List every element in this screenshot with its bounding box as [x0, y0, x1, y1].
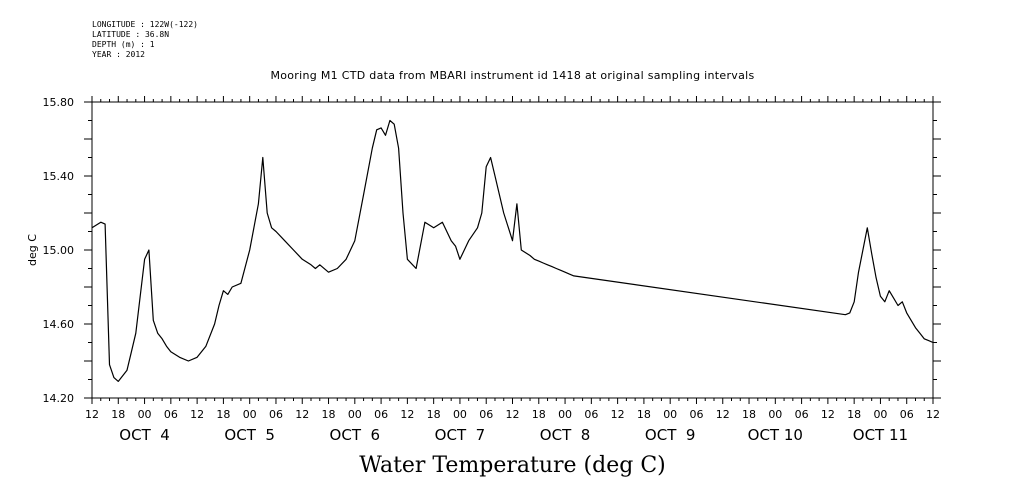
x-hour-tick-label: 06 [584, 408, 598, 421]
x-hour-tick-label: 00 [138, 408, 152, 421]
temperature-series-line [91, 119, 934, 382]
x-hour-tick-label: 18 [111, 408, 125, 421]
x-hour-tick-label: 18 [847, 408, 861, 421]
x-hour-tick-label: 12 [295, 408, 309, 421]
x-hour-tick-label: 06 [479, 408, 493, 421]
x-hour-tick-label: 12 [85, 408, 99, 421]
year-text: YEAR : 2012 [92, 50, 145, 59]
metadata-block: LONGITUDE : 122W(-122) LATITUDE : 36.8N … [92, 20, 198, 60]
x-hour-tick-label: 06 [269, 408, 283, 421]
y-axis-label: deg C [26, 234, 39, 266]
x-hour-tick-label: 06 [374, 408, 388, 421]
y-tick-label: 14.20 [43, 392, 75, 405]
x-hour-tick-label: 18 [637, 408, 651, 421]
x-day-label: OCT 4 [119, 426, 170, 444]
chart-title-wrap: Mooring M1 CTD data from MBARI instrumen… [0, 69, 1009, 82]
x-hour-tick-label: 18 [216, 408, 230, 421]
x-hour-tick-label: 06 [900, 408, 914, 421]
y-tick-label: 15.00 [43, 244, 75, 257]
x-day-label: OCT 6 [330, 426, 381, 444]
x-hour-tick-label: 06 [164, 408, 178, 421]
x-hour-tick-label: 00 [558, 408, 572, 421]
x-day-label: OCT 11 [853, 426, 908, 444]
x-day-label: OCT 10 [748, 426, 803, 444]
x-hour-tick-label: 00 [663, 408, 677, 421]
x-hour-tick-label: 12 [506, 408, 520, 421]
x-hour-tick-label: 00 [243, 408, 257, 421]
x-day-label: OCT 5 [224, 426, 275, 444]
x-hour-tick-label: 18 [322, 408, 336, 421]
chart-title: Mooring M1 CTD data from MBARI instrumen… [270, 69, 755, 82]
x-hour-tick-label: 12 [821, 408, 835, 421]
x-hour-tick-label: 12 [926, 408, 940, 421]
x-hour-tick-label: 18 [532, 408, 546, 421]
longitude-text: LONGITUDE : 122W(-122) [92, 20, 198, 29]
x-hour-tick-label: 18 [742, 408, 756, 421]
y-tick-label: 15.80 [43, 96, 75, 109]
latitude-text: LATITUDE : 36.8N [92, 30, 170, 39]
x-axis-title-wrap: Water Temperature (deg C) [0, 453, 1009, 478]
x-hour-tick-label: 00 [768, 408, 782, 421]
x-hour-tick-label: 12 [400, 408, 414, 421]
x-hour-tick-label: 12 [716, 408, 730, 421]
x-day-label: OCT 7 [435, 426, 486, 444]
x-hour-tick-label: 06 [689, 408, 703, 421]
x-hour-tick-label: 12 [611, 408, 625, 421]
x-day-label: OCT 8 [540, 426, 591, 444]
plot-frame [91, 101, 934, 399]
x-hour-tick-label: 18 [427, 408, 441, 421]
y-tick-label: 14.60 [43, 318, 75, 331]
y-tick-label: 15.40 [43, 170, 75, 183]
x-hour-tick-label: 00 [453, 408, 467, 421]
x-axis-title: Water Temperature (deg C) [359, 453, 666, 478]
x-hour-tick-label: 06 [795, 408, 809, 421]
x-day-label: OCT 9 [645, 426, 696, 444]
x-hour-tick-label: 00 [348, 408, 362, 421]
depth-text: DEPTH (m) : 1 [92, 40, 155, 49]
x-hour-tick-label: 00 [873, 408, 887, 421]
x-hour-tick-label: 12 [190, 408, 204, 421]
